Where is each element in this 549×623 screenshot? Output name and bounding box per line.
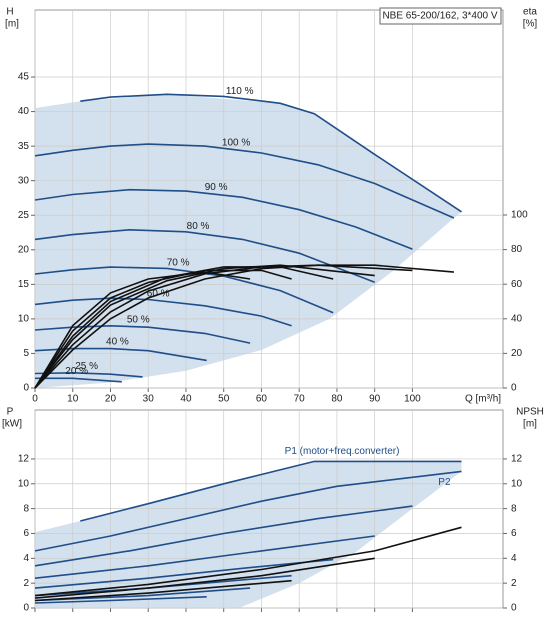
y-tick-label: 8 xyxy=(23,503,29,514)
x-tick-label: 100 xyxy=(404,394,421,405)
y2-tick-label: 100 xyxy=(511,210,528,221)
x-tick-label: 30 xyxy=(143,394,155,405)
y2-axis-unit: [m] xyxy=(523,419,537,430)
curve xyxy=(80,93,462,213)
y-tick-label: 0 xyxy=(23,603,29,614)
y2-tick-label: 10 xyxy=(511,478,523,489)
secondary-curve xyxy=(34,264,375,389)
y-tick-label: 6 xyxy=(23,528,29,539)
curve-label: 50 % xyxy=(127,314,150,325)
x-tick-label: 60 xyxy=(256,394,268,405)
curve xyxy=(34,371,143,378)
y-tick-label: 2 xyxy=(23,578,29,589)
curve-label: 40 % xyxy=(106,337,129,348)
secondary-curve xyxy=(34,526,462,597)
secondary-curve xyxy=(34,264,413,389)
curve xyxy=(34,324,251,344)
y2-tick-label: 12 xyxy=(511,454,523,465)
curve-label: 80 % xyxy=(187,221,210,232)
y-tick-label: 40 xyxy=(18,106,30,117)
curve xyxy=(80,460,462,522)
curve xyxy=(34,596,207,604)
y-tick-label: 20 xyxy=(18,244,30,255)
x-axis-label: Q [m³/h] xyxy=(465,394,501,405)
y2-tick-label: 60 xyxy=(511,279,523,290)
y-tick-label: 10 xyxy=(18,314,30,325)
y2-tick-label: 80 xyxy=(511,244,523,255)
curve-label: 90 % xyxy=(205,182,228,193)
x-tick-label: 40 xyxy=(180,394,192,405)
y2-axis-label: NPSH xyxy=(516,407,544,418)
y2-tick-label: 2 xyxy=(511,578,517,589)
curve xyxy=(34,297,292,327)
y2-tick-label: 0 xyxy=(511,383,517,394)
y-tick-label: 0 xyxy=(23,383,29,394)
curve xyxy=(34,266,334,314)
curve xyxy=(34,587,251,602)
y-tick-label: 12 xyxy=(18,454,30,465)
y2-tick-label: 40 xyxy=(511,313,523,324)
y-tick-label: 35 xyxy=(18,141,30,152)
chart-title: NBE 65-200/162, 3*400 V xyxy=(382,11,497,22)
x-tick-label: 10 xyxy=(67,394,79,405)
curve-label: 100 % xyxy=(222,138,250,149)
curve-label: 20 % xyxy=(65,366,88,377)
y2-tick-label: 6 xyxy=(511,528,517,539)
curve xyxy=(34,470,462,552)
title-box xyxy=(379,7,502,25)
curve xyxy=(35,377,122,383)
y2-axis-label: eta xyxy=(523,7,537,18)
y-axis-label: P xyxy=(7,407,14,418)
y-axis-unit: [kW] xyxy=(2,419,22,430)
x-tick-label: 0 xyxy=(32,394,38,405)
secondary-curve xyxy=(34,271,251,389)
curve xyxy=(34,535,375,579)
secondary-curve xyxy=(34,269,292,389)
y2-axis-unit: [%] xyxy=(523,19,538,30)
curve-label: P1 (motor+freq.converter) xyxy=(285,446,400,457)
y-tick-label: 10 xyxy=(18,478,30,489)
x-tick-label: 70 xyxy=(294,394,306,405)
curve xyxy=(34,188,413,250)
y2-tick-label: 0 xyxy=(511,603,517,614)
curve xyxy=(34,505,413,567)
y-tick-label: 15 xyxy=(18,279,30,290)
y-tick-label: 5 xyxy=(23,348,29,359)
secondary-curve xyxy=(34,264,454,389)
y-axis-unit: [m] xyxy=(5,19,19,30)
y2-tick-label: 8 xyxy=(511,503,517,514)
y-tick-label: 4 xyxy=(23,553,29,564)
curve xyxy=(34,558,334,589)
curve-label: P2 xyxy=(438,477,451,488)
x-tick-label: 20 xyxy=(105,394,117,405)
secondary-curve xyxy=(34,579,292,602)
secondary-curve xyxy=(34,557,375,599)
y2-tick-label: 4 xyxy=(511,553,517,564)
y2-tick-label: 20 xyxy=(511,348,523,359)
curve xyxy=(34,143,455,219)
y-axis-label: H xyxy=(6,7,13,18)
y-tick-label: 25 xyxy=(18,210,30,221)
x-tick-label: 90 xyxy=(369,394,381,405)
x-tick-label: 80 xyxy=(331,394,343,405)
y-tick-label: 45 xyxy=(18,72,30,83)
curve-label: 60 % xyxy=(147,288,170,299)
operating-area xyxy=(35,461,462,608)
curve-label: 110 % xyxy=(226,86,254,97)
curve-label: 70 % xyxy=(167,258,190,269)
x-tick-label: 50 xyxy=(218,394,230,405)
curve xyxy=(34,228,375,284)
curve-label: 25 % xyxy=(75,361,98,372)
y-tick-label: 30 xyxy=(18,175,30,186)
